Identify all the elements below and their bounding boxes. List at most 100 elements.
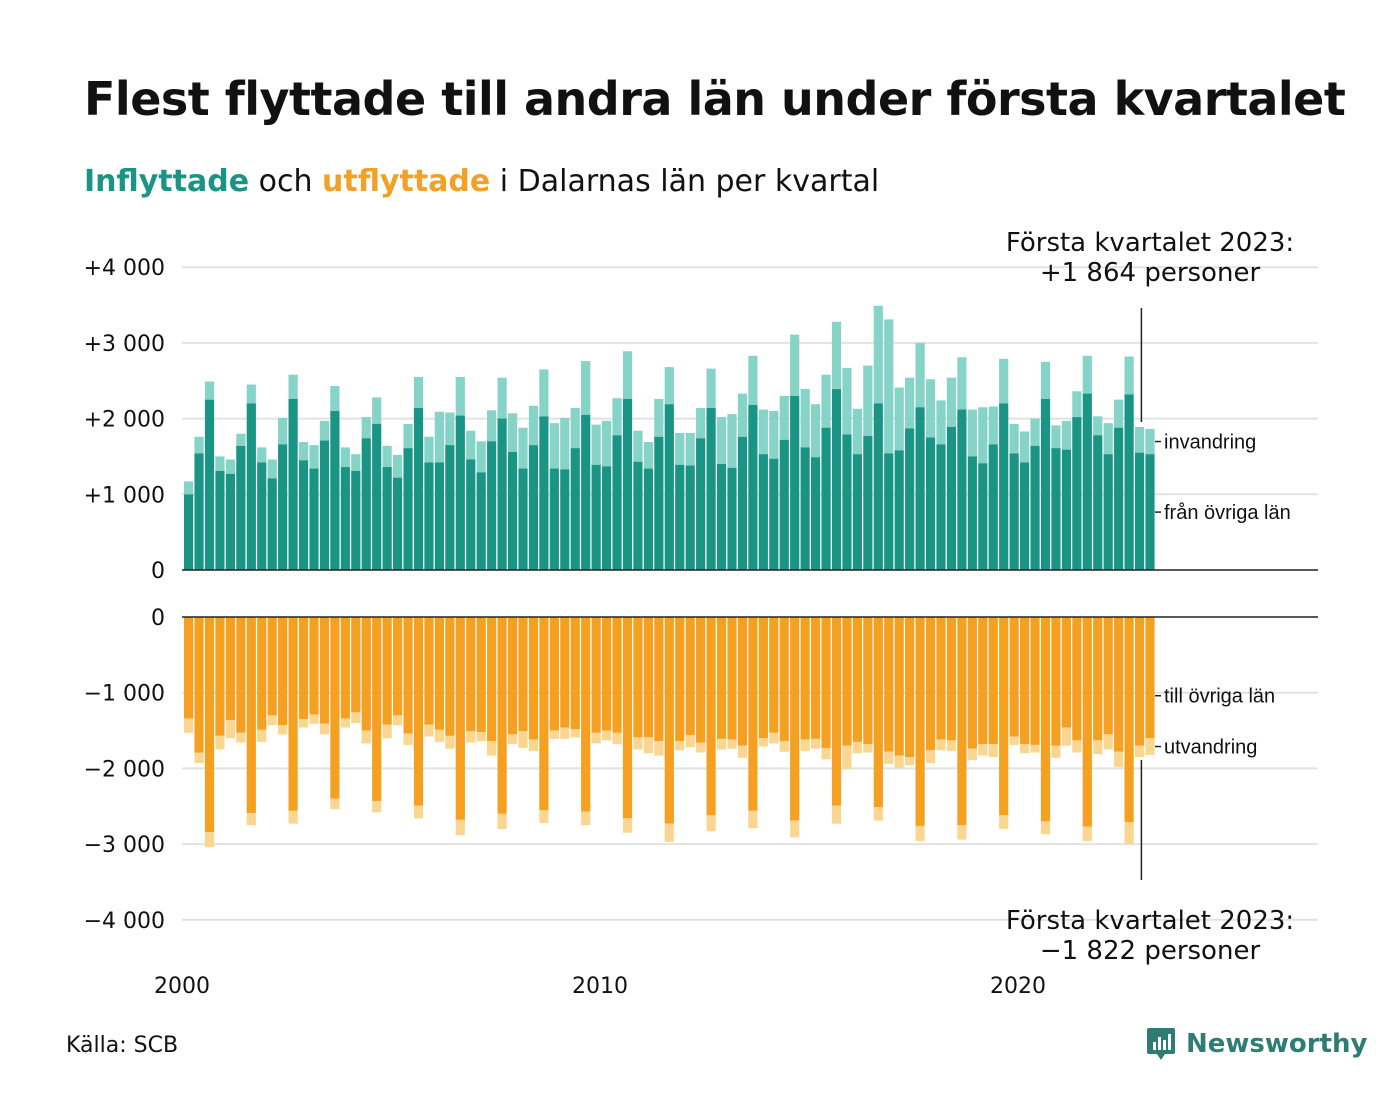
bar-utvandring: [1082, 826, 1092, 842]
bar-invandring: [925, 379, 936, 438]
bar-fran-ovriga-lan: [622, 398, 633, 570]
bar-fran-ovriga-lan: [204, 399, 215, 570]
bar-invandring: [988, 406, 998, 445]
bar-invandring: [821, 374, 831, 428]
bar-fran-ovriga-lan: [905, 428, 915, 570]
bar-utvandring: [957, 825, 967, 840]
bar-invandring: [1082, 355, 1092, 394]
bar-invandring: [873, 305, 883, 404]
bar-fran-ovriga-lan: [225, 473, 235, 570]
bar-invandring: [790, 334, 800, 396]
bar-fran-ovriga-lan: [403, 448, 413, 570]
bar-invandring: [978, 407, 988, 464]
bar-invandring: [225, 459, 235, 474]
bar-utvandring: [570, 729, 580, 738]
bar-till-ovriga-lan: [424, 617, 434, 725]
bar-fran-ovriga-lan: [769, 458, 779, 570]
bar-fran-ovriga-lan: [278, 444, 288, 570]
bar-fran-ovriga-lan: [811, 457, 821, 570]
bar-fran-ovriga-lan: [424, 462, 434, 570]
bar-fran-ovriga-lan: [413, 408, 424, 570]
bar-fran-ovriga-lan: [643, 468, 653, 570]
bar-invandring: [340, 447, 350, 468]
bar-till-ovriga-lan: [664, 617, 674, 824]
bar-fran-ovriga-lan: [591, 464, 601, 570]
annotation-bottom-line1: Första kvartalet 2023:: [1006, 906, 1294, 936]
bar-fran-ovriga-lan: [957, 409, 967, 570]
bar-till-ovriga-lan: [246, 617, 256, 814]
bar-fran-ovriga-lan: [351, 470, 361, 570]
bar-till-ovriga-lan: [476, 617, 486, 733]
bar-invandring: [309, 445, 319, 469]
bar-utvandring: [999, 815, 1009, 829]
bar-invandring: [424, 436, 434, 463]
bar-fran-ovriga-lan: [1020, 462, 1030, 570]
bar-utvandring: [257, 729, 267, 742]
bar-till-ovriga-lan: [737, 617, 748, 746]
bar-fran-ovriga-lan: [716, 464, 727, 570]
bar-utvandring: [1093, 740, 1103, 755]
bar-fran-ovriga-lan: [319, 440, 330, 570]
bar-invandring: [236, 433, 246, 446]
bar-utvandring: [1114, 751, 1124, 767]
bar-till-ovriga-lan: [884, 617, 894, 752]
subtitle-connector: och: [249, 164, 322, 199]
bar-utvandring: [612, 732, 622, 745]
bar-till-ovriga-lan: [393, 617, 403, 716]
bar-invandring: [1093, 416, 1103, 436]
bar-till-ovriga-lan: [298, 617, 309, 720]
bar-fran-ovriga-lan: [748, 404, 758, 570]
bar-fran-ovriga-lan: [685, 465, 695, 570]
bar-utvandring: [591, 732, 601, 744]
bar-utvandring: [779, 741, 789, 752]
bar-invandring: [466, 430, 476, 460]
bar-invandring: [1030, 418, 1040, 446]
bar-till-ovriga-lan: [549, 617, 559, 731]
bar-fran-ovriga-lan: [518, 468, 528, 570]
bar-fran-ovriga-lan: [1061, 449, 1071, 570]
bar-fran-ovriga-lan: [967, 456, 977, 570]
series-label-fran-ovriga-lan: från övriga län: [1164, 502, 1291, 524]
bar-invandring: [591, 424, 601, 465]
bar-till-ovriga-lan: [622, 617, 633, 819]
bar-invandring: [863, 365, 873, 437]
bar-fran-ovriga-lan: [758, 454, 768, 570]
bar-invandring: [1072, 391, 1082, 418]
bar-fran-ovriga-lan: [455, 415, 465, 570]
bar-invandring: [737, 393, 748, 437]
bar-till-ovriga-lan: [654, 617, 664, 742]
bar-utvandring: [518, 731, 528, 748]
bar-utvandring: [288, 810, 298, 824]
bar-fran-ovriga-lan: [445, 445, 455, 570]
bar-fran-ovriga-lan: [988, 444, 998, 570]
bar-till-ovriga-lan: [1093, 617, 1103, 741]
bar-fran-ovriga-lan: [267, 478, 277, 570]
bar-fran-ovriga-lan: [800, 447, 810, 570]
bar-invandring: [246, 384, 256, 404]
bar-invandring: [330, 386, 340, 412]
bar-till-ovriga-lan: [831, 617, 842, 806]
bar-till-ovriga-lan: [706, 617, 716, 816]
bar-fran-ovriga-lan: [654, 436, 664, 570]
annotation-top-line1: Första kvartalet 2023:: [1006, 228, 1294, 258]
bar-till-ovriga-lan: [204, 617, 215, 832]
series-label-till-ovriga-lan: till övriga län: [1164, 686, 1275, 708]
bar-invandring: [1020, 431, 1030, 463]
bar-till-ovriga-lan: [769, 617, 779, 733]
series-label-utvandring: utvandring: [1164, 737, 1257, 759]
bar-fran-ovriga-lan: [706, 408, 716, 570]
bar-utvandring: [737, 745, 748, 758]
bar-fran-ovriga-lan: [925, 437, 936, 570]
bar-till-ovriga-lan: [852, 617, 862, 742]
annotation-top-line2: +1 864 personer: [1040, 258, 1261, 288]
bar-till-ovriga-lan: [539, 617, 549, 811]
bar-fran-ovriga-lan: [581, 414, 591, 570]
bar-utvandring: [643, 737, 653, 754]
bar-utvandring: [215, 735, 225, 750]
bar-invandring: [518, 427, 528, 469]
bar-till-ovriga-lan: [905, 617, 915, 758]
bar-till-ovriga-lan: [863, 617, 873, 745]
bar-till-ovriga-lan: [466, 617, 476, 732]
bar-fran-ovriga-lan: [1009, 453, 1019, 570]
